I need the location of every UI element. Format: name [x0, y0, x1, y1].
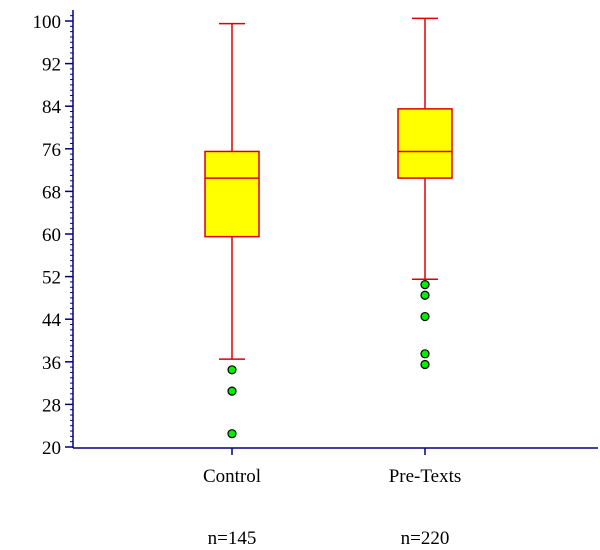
- outlier-point: [420, 349, 430, 359]
- y-tick-label: 76: [42, 140, 61, 161]
- y-tick-label: 44: [42, 310, 62, 331]
- y-tick-label: 52: [42, 268, 61, 289]
- y-tick-label: 60: [42, 225, 61, 246]
- outlier-point: [420, 290, 430, 300]
- sample-size-label: n=145: [208, 528, 257, 549]
- outlier-point: [227, 429, 237, 439]
- outlier-point: [227, 386, 237, 396]
- box-control: [204, 22, 260, 439]
- outlier-point: [420, 359, 430, 370]
- y-tick-label: 28: [42, 395, 61, 416]
- outlier-point: [227, 365, 237, 375]
- category-label: Pre-Texts: [389, 466, 462, 487]
- box-pre-texts: [397, 17, 453, 370]
- y-tick-label: 36: [42, 353, 61, 374]
- y-tick-label: 68: [42, 182, 61, 203]
- iqr-box: [397, 108, 453, 179]
- y-tick-label: 20: [42, 438, 61, 459]
- sample-size-label: n=220: [401, 528, 450, 549]
- y-tick-label: 92: [42, 55, 61, 76]
- category-label: Control: [203, 466, 261, 487]
- outlier-point: [420, 311, 430, 322]
- box-series: [204, 17, 453, 439]
- x-axis: [73, 447, 598, 455]
- y-axis: 20 28 36 44 52 60 68 76 84 92 100: [33, 10, 74, 459]
- iqr-box: [204, 150, 260, 238]
- category-labels: Control n=145 Pre-Texts n=220: [203, 466, 461, 549]
- y-tick-label: 84: [42, 97, 62, 118]
- outlier-point: [420, 279, 430, 290]
- y-tick-label: 100: [33, 12, 62, 33]
